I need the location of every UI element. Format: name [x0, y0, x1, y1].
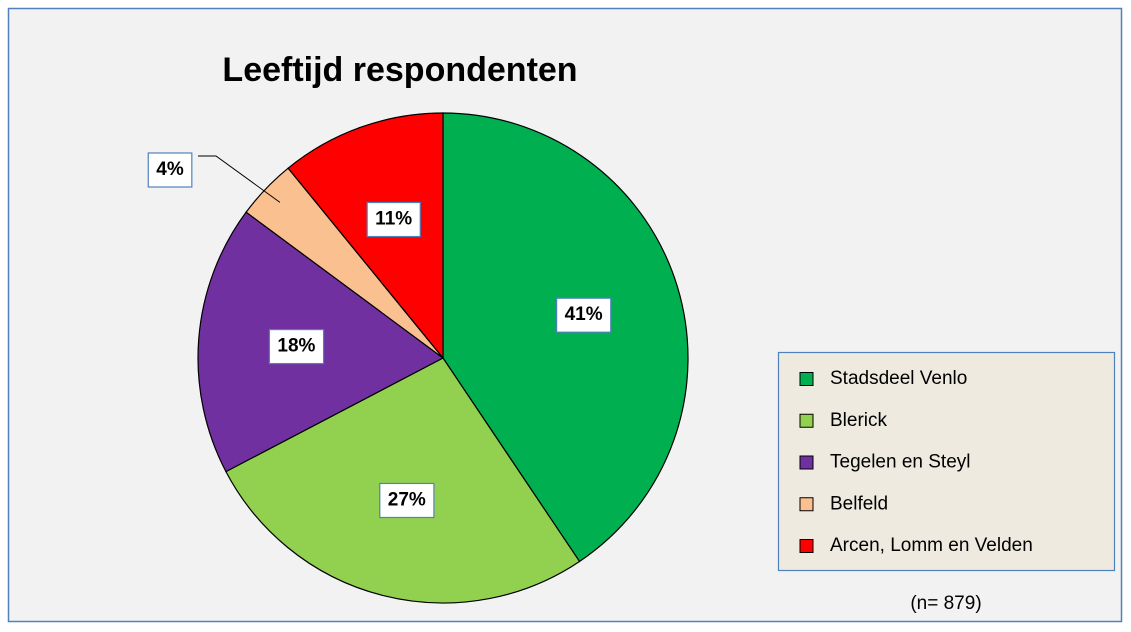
data-label: 18% — [277, 336, 315, 357]
legend-swatch — [799, 372, 814, 386]
data-label-box — [556, 297, 612, 333]
leader-line — [198, 155, 281, 203]
legend-swatch — [799, 455, 814, 470]
data-label-box — [147, 152, 193, 188]
pie-slice — [442, 112, 689, 563]
legend-label: Arcen, Lomm en Velden — [830, 535, 1033, 556]
data-label: 4% — [156, 159, 184, 180]
pie-slice — [287, 112, 444, 360]
pie-slice — [225, 357, 581, 604]
legend-label: Stadsdeel Venlo — [830, 368, 967, 389]
legend-label: Tegelen en Steyl — [830, 452, 971, 473]
data-label-box — [366, 201, 421, 238]
legend-label: Blerick — [830, 410, 888, 431]
legend-box — [777, 351, 1116, 572]
sample-size-note: (n= 879) — [910, 593, 981, 614]
legend-swatch — [799, 497, 814, 512]
data-label: 11% — [375, 209, 412, 230]
legend-swatch — [799, 413, 814, 428]
legend-label: Belfeld — [830, 493, 888, 514]
data-label-box — [268, 328, 325, 365]
legend-swatch — [799, 539, 814, 553]
data-label: 41% — [565, 304, 603, 325]
chart-title: Leeftijd respondenten — [222, 51, 577, 89]
data-label-box — [379, 482, 435, 519]
data-label: 27% — [388, 489, 426, 510]
